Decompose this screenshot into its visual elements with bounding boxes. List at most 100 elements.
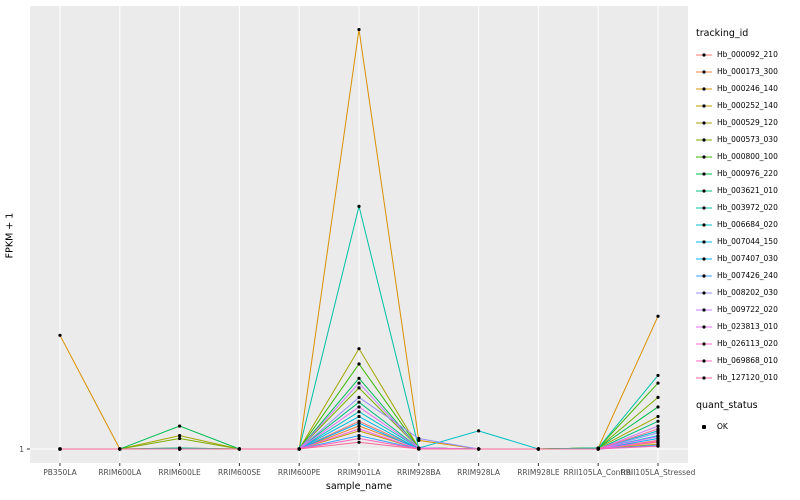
series-key-icon xyxy=(696,222,712,227)
legend-item-label: Hb_000976_220 xyxy=(717,169,778,178)
legend-item-ok: OK xyxy=(696,418,798,435)
series-key-icon xyxy=(696,86,712,91)
data-point xyxy=(178,424,182,428)
data-point xyxy=(656,373,660,378)
data-point xyxy=(596,447,600,451)
legend-item-label: Hb_000252_140 xyxy=(717,101,778,110)
series-key-icon xyxy=(696,341,712,346)
data-point xyxy=(357,405,361,409)
x-tick-label: RRIM600PE xyxy=(278,468,321,477)
series-key-icon xyxy=(696,375,712,380)
data-point xyxy=(357,376,361,380)
data-point xyxy=(58,447,62,451)
data-point xyxy=(357,27,361,32)
data-point xyxy=(656,424,660,428)
data-point xyxy=(357,410,361,414)
series-key-icon xyxy=(696,120,712,125)
legend-item: Hb_003621_010 xyxy=(696,182,798,199)
legend-item: Hb_000800_100 xyxy=(696,148,798,165)
data-point xyxy=(297,447,301,451)
series-key-icon xyxy=(696,69,712,74)
legend-item: Hb_009722_020 xyxy=(696,301,798,318)
series-key-icon xyxy=(696,137,712,142)
legend-item-label: Hb_003972_020 xyxy=(717,203,778,212)
series-key-icon xyxy=(696,154,712,159)
data-point xyxy=(58,333,62,337)
data-point xyxy=(656,434,660,439)
legend-item: Hb_127120_010 xyxy=(696,369,798,386)
legend-item-label: Hb_069868_010 xyxy=(717,356,778,365)
x-tick-label: RRIM928BA xyxy=(397,468,442,477)
series-key-icon xyxy=(696,239,712,244)
data-point xyxy=(357,427,361,431)
x-tick-label: RRII105LA_Stressed xyxy=(621,468,696,477)
legend-item-label: Hb_007426_240 xyxy=(717,271,778,280)
legend-item-label: Hb_006684_020 xyxy=(717,220,778,229)
data-point xyxy=(357,424,361,428)
legend-item-label: Hb_000573_030 xyxy=(717,135,778,144)
legend-item-label: OK xyxy=(717,422,728,431)
legend-title-tracking-id: tracking_id xyxy=(696,28,749,39)
series-key-icon xyxy=(696,171,712,176)
data-point xyxy=(178,447,182,451)
series-key-icon xyxy=(696,256,712,261)
legend-item-label: Hb_000529_120 xyxy=(717,118,778,127)
series-key-icon xyxy=(696,324,712,329)
series-key-icon xyxy=(696,290,712,295)
legend-items: Hb_000092_210 Hb_000173_300 Hb_000246_140 H… xyxy=(696,46,798,386)
data-point xyxy=(656,431,660,435)
legend-item-label: Hb_000173_300 xyxy=(717,67,778,76)
y-tick-label: 1 xyxy=(19,445,24,454)
data-point xyxy=(536,447,541,451)
x-tick-label: RRIM901LA xyxy=(338,468,382,477)
data-point xyxy=(178,434,182,438)
series-key-icon xyxy=(696,273,712,278)
legend-item: Hb_026113_020 xyxy=(696,335,798,352)
legend-item-label: Hb_000800_100 xyxy=(717,152,778,161)
legend-item: Hb_069868_010 xyxy=(696,352,798,369)
series-key-icon xyxy=(696,358,712,363)
data-point xyxy=(656,439,660,443)
data-point xyxy=(477,429,481,433)
data-point xyxy=(357,440,361,444)
legend-item: Hb_003972_020 xyxy=(696,199,798,216)
x-tick-label: RRIM600SE xyxy=(218,468,261,477)
legend-item: Hb_006684_020 xyxy=(696,216,798,233)
data-point xyxy=(656,414,660,419)
legend-item: Hb_000246_140 xyxy=(696,80,798,97)
data-point xyxy=(656,427,660,431)
legend-item-label: Hb_023813_010 xyxy=(717,322,778,331)
legend-item: Hb_007407_030 xyxy=(696,250,798,267)
series-key-icon xyxy=(696,205,712,210)
x-tick-label: RRIM600LA xyxy=(98,468,142,477)
legend-item: Hb_000573_030 xyxy=(696,131,798,148)
x-tick-label: RRII105LA_Control xyxy=(563,468,633,477)
data-point xyxy=(417,436,421,441)
data-point xyxy=(357,347,361,351)
legend-item: Hb_007044_150 xyxy=(696,233,798,250)
legend-item: Hb_008202_030 xyxy=(696,284,798,301)
legend-item-label: Hb_127120_010 xyxy=(717,373,778,382)
data-point xyxy=(357,386,361,390)
legend-item: Hb_000252_140 xyxy=(696,97,798,114)
quant-status-section: quant_status OK xyxy=(696,400,798,435)
legend-item-label: Hb_008202_030 xyxy=(717,288,778,297)
data-point xyxy=(477,447,481,451)
data-point xyxy=(118,447,122,451)
series-key-icon xyxy=(696,307,712,312)
ok-point-icon xyxy=(696,421,712,433)
legend: tracking_id Hb_000092_210 Hb_000173_300 Hb… xyxy=(696,28,798,435)
x-tick-label: RRIM928LE xyxy=(517,468,560,477)
y-axis-title: FPKM + 1 xyxy=(4,212,16,259)
data-point xyxy=(357,436,361,441)
legend-item: Hb_000529_120 xyxy=(696,114,798,131)
data-point xyxy=(178,436,182,441)
x-tick-label: RRIM928LA xyxy=(457,468,501,477)
data-point xyxy=(656,314,660,318)
data-point xyxy=(357,362,361,366)
legend-title-quant-status: quant_status xyxy=(696,400,758,411)
legend-item: Hb_000976_220 xyxy=(696,165,798,182)
data-point xyxy=(656,381,660,385)
